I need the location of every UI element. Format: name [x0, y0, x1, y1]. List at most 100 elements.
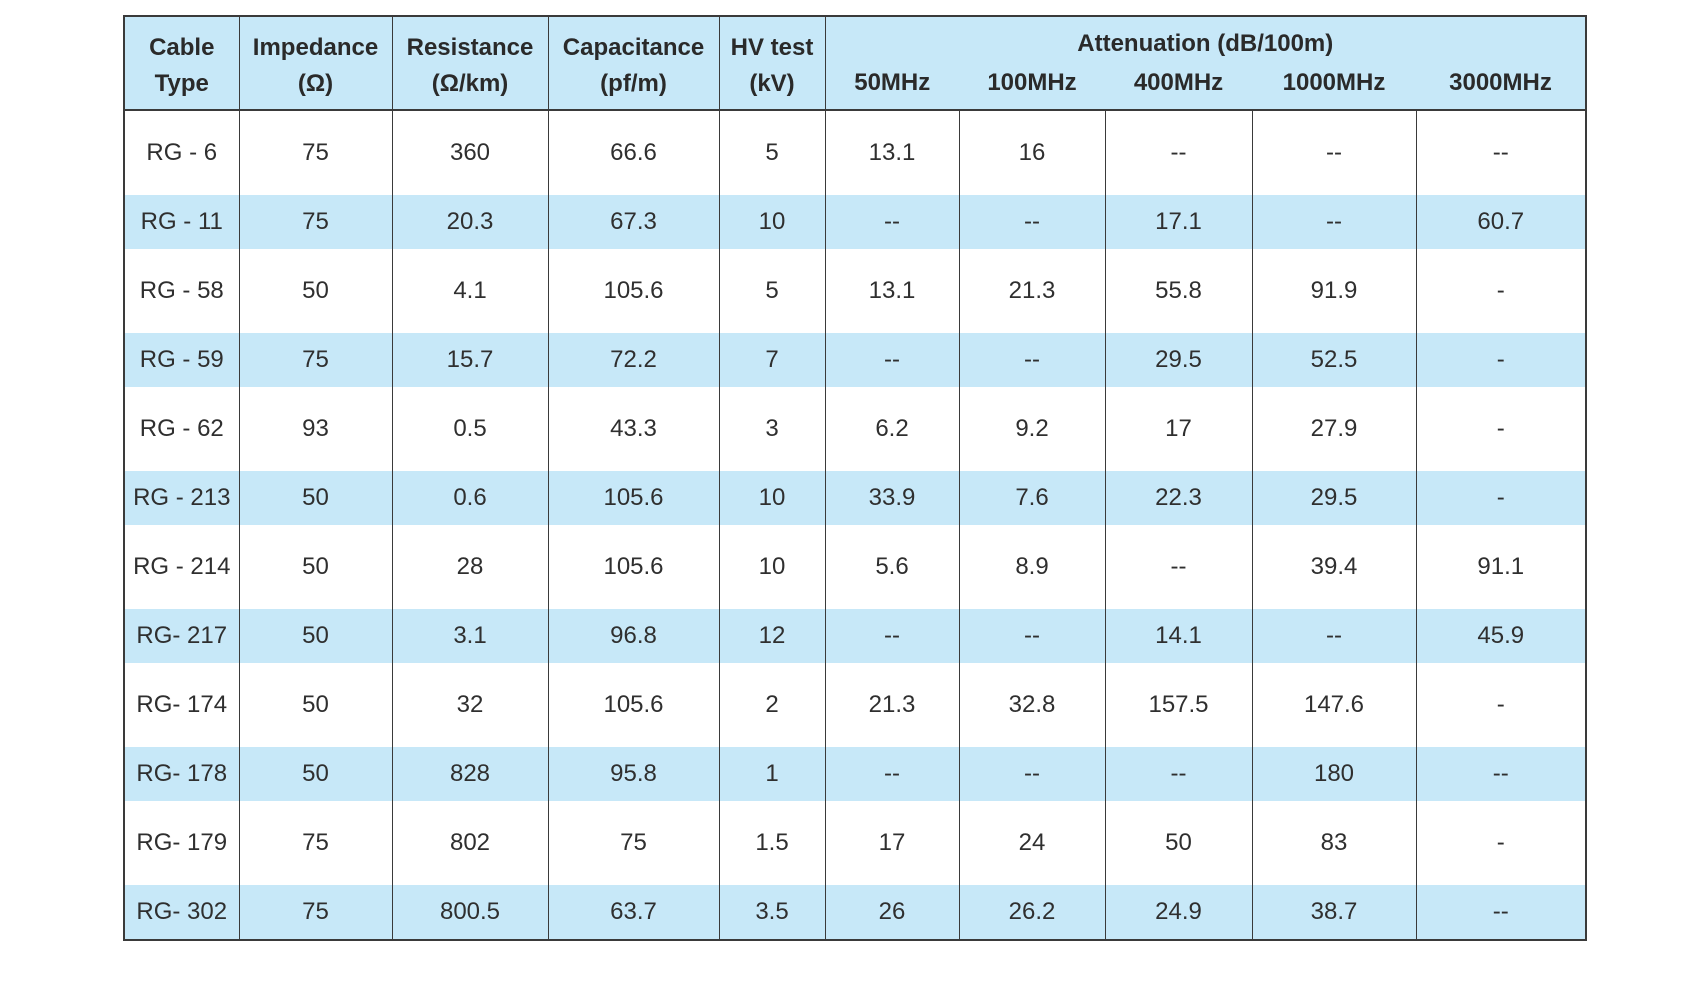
cell-cable-type: RG - 58 — [124, 249, 239, 333]
cell-atten-1000mhz: 39.4 — [1251, 525, 1416, 609]
table-row: RG - 213 50 0.6 105.6 10 33.9 7.6 22.3 29.5- — [124, 471, 1587, 525]
cell-atten-3000mhz: 60.7 — [1415, 195, 1587, 249]
cell-atten-50mhz: -- — [824, 333, 959, 387]
header-attenuation-group: Attenuation (dB/100m) — [824, 16, 1587, 65]
cell-atten-3000mhz: 91.1 — [1415, 525, 1587, 609]
cell-atten-3000mhz: 45.9 — [1415, 609, 1587, 663]
table-row: RG- 174 50 32 105.6 2 21.3 32.8 157.5 147.6- — [124, 663, 1587, 747]
cable-spec-table: Cable Type Impedance (Ω) Resistance (Ω/k… — [123, 15, 1588, 941]
cell-resistance: 20.3 — [391, 195, 548, 249]
cell-atten-100mhz: -- — [958, 747, 1105, 801]
header-impedance-line1: Impedance — [252, 34, 379, 61]
cell-resistance: 32 — [391, 663, 548, 747]
cell-atten-100mhz: 8.9 — [958, 525, 1105, 609]
cell-cable-type: RG- 178 — [124, 747, 239, 801]
cell-atten-3000mhz: - — [1415, 387, 1587, 471]
table-row: RG- 217 50 3.1 96.8 12 -- -- 14.1 -- 45.9 — [124, 609, 1587, 663]
cell-atten-50mhz: -- — [824, 195, 959, 249]
table-row: RG- 302 75 800.5 63.7 3.5 26 26.2 24.9 38.7 -- — [124, 885, 1587, 940]
cell-resistance: 800.5 — [391, 885, 548, 940]
cell-hv-test: 3.5 — [718, 885, 825, 940]
cell-capacitance: 43.3 — [547, 387, 719, 471]
cell-impedance: 50 — [238, 663, 392, 747]
cell-atten-400mhz: 29.5 — [1104, 333, 1252, 387]
cell-atten-1000mhz: -- — [1251, 195, 1416, 249]
cell-atten-400mhz: 50 — [1104, 801, 1252, 885]
header-resistance: Resistance (Ω/km) — [391, 16, 548, 110]
cell-atten-100mhz: 7.6 — [958, 471, 1105, 525]
header-impedance-line2: (Ω) — [297, 70, 334, 97]
header-freq-100mhz: 100MHz — [959, 65, 1105, 110]
cell-resistance: 4.1 — [391, 249, 548, 333]
cell-capacitance: 105.6 — [547, 249, 719, 333]
header-capacitance-line1: Capacitance — [562, 34, 705, 61]
cell-atten-1000mhz: -- — [1251, 110, 1416, 195]
cell-atten-100mhz: 21.3 — [958, 249, 1105, 333]
header-hv-test-line1: HV test — [730, 34, 814, 61]
cell-atten-3000mhz: - — [1415, 471, 1587, 525]
cell-capacitance: 67.3 — [547, 195, 719, 249]
cell-hv-test: 10 — [718, 471, 825, 525]
cell-atten-400mhz: -- — [1104, 525, 1252, 609]
cell-atten-100mhz: 16 — [958, 110, 1105, 195]
header-cable-type-line1: Cable — [149, 34, 215, 61]
cell-atten-100mhz: -- — [958, 609, 1105, 663]
cell-atten-400mhz: 22.3 — [1104, 471, 1252, 525]
cell-resistance: 3.1 — [391, 609, 548, 663]
cell-atten-400mhz: 157.5 — [1104, 663, 1252, 747]
cell-atten-50mhz: 17 — [824, 801, 959, 885]
cell-atten-50mhz: 26 — [824, 885, 959, 940]
header-impedance: Impedance (Ω) — [238, 16, 392, 110]
cell-hv-test: 10 — [718, 525, 825, 609]
cell-hv-test: 5 — [718, 110, 825, 195]
cell-hv-test: 2 — [718, 663, 825, 747]
cell-atten-400mhz: -- — [1104, 747, 1252, 801]
cell-atten-400mhz: 17.1 — [1104, 195, 1252, 249]
cell-atten-50mhz: 5.6 — [824, 525, 959, 609]
header-hv-test-line2: (kV) — [749, 70, 795, 97]
cell-hv-test: 12 — [718, 609, 825, 663]
cell-resistance: 15.7 — [391, 333, 548, 387]
header-freq-3000mhz: 3000MHz — [1416, 65, 1587, 110]
cell-atten-100mhz: -- — [958, 333, 1105, 387]
header-freq-1000mhz: 1000MHz — [1252, 65, 1416, 110]
cell-atten-1000mhz: 83 — [1251, 801, 1416, 885]
cell-capacitance: 105.6 — [547, 525, 719, 609]
cell-resistance: 28 — [391, 525, 548, 609]
cell-cable-type: RG- 179 — [124, 801, 239, 885]
cell-atten-1000mhz: 91.9 — [1251, 249, 1416, 333]
cell-impedance: 50 — [238, 249, 392, 333]
cell-hv-test: 5 — [718, 249, 825, 333]
table-row: RG - 58 50 4.1 105.6 5 13.1 21.3 55.8 91.9- — [124, 249, 1587, 333]
cell-atten-400mhz: 14.1 — [1104, 609, 1252, 663]
cell-atten-50mhz: -- — [824, 609, 959, 663]
header-capacitance-line2: (pf/m) — [600, 70, 667, 97]
cell-atten-3000mhz: -- — [1415, 747, 1587, 801]
cell-atten-1000mhz: 38.7 — [1251, 885, 1416, 940]
cell-hv-test: 3 — [718, 387, 825, 471]
cell-atten-400mhz: 17 — [1104, 387, 1252, 471]
cell-impedance: 50 — [238, 747, 392, 801]
cell-atten-100mhz: 26.2 — [958, 885, 1105, 940]
cell-capacitance: 95.8 — [547, 747, 719, 801]
cell-atten-1000mhz: 180 — [1251, 747, 1416, 801]
cell-resistance: 802 — [391, 801, 548, 885]
cell-atten-50mhz: -- — [824, 747, 959, 801]
table-row: RG - 62 93 0.5 43.3 3 6.2 9.2 17 27.9- — [124, 387, 1587, 471]
cell-capacitance: 63.7 — [547, 885, 719, 940]
table-row: RG - 59 75 15.7 72.2 7 -- -- 29.5 52.5- — [124, 333, 1587, 387]
cell-atten-1000mhz: 52.5 — [1251, 333, 1416, 387]
cell-cable-type: RG - 6 — [124, 110, 239, 195]
cell-capacitance: 75 — [547, 801, 719, 885]
cell-impedance: 50 — [238, 609, 392, 663]
cell-resistance: 360 — [391, 110, 548, 195]
cell-atten-3000mhz: - — [1415, 249, 1587, 333]
header-cable-type: Cable Type — [124, 16, 239, 110]
header-resistance-line2: (Ω/km) — [431, 70, 509, 97]
table-header: Cable Type Impedance (Ω) Resistance (Ω/k… — [124, 16, 1587, 110]
cell-capacitance: 96.8 — [547, 609, 719, 663]
cable-spec-table-container: Cable Type Impedance (Ω) Resistance (Ω/k… — [123, 15, 1588, 941]
header-hv-test: HV test (kV) — [718, 16, 825, 110]
cell-atten-3000mhz: - — [1415, 663, 1587, 747]
cell-atten-3000mhz: - — [1415, 333, 1587, 387]
